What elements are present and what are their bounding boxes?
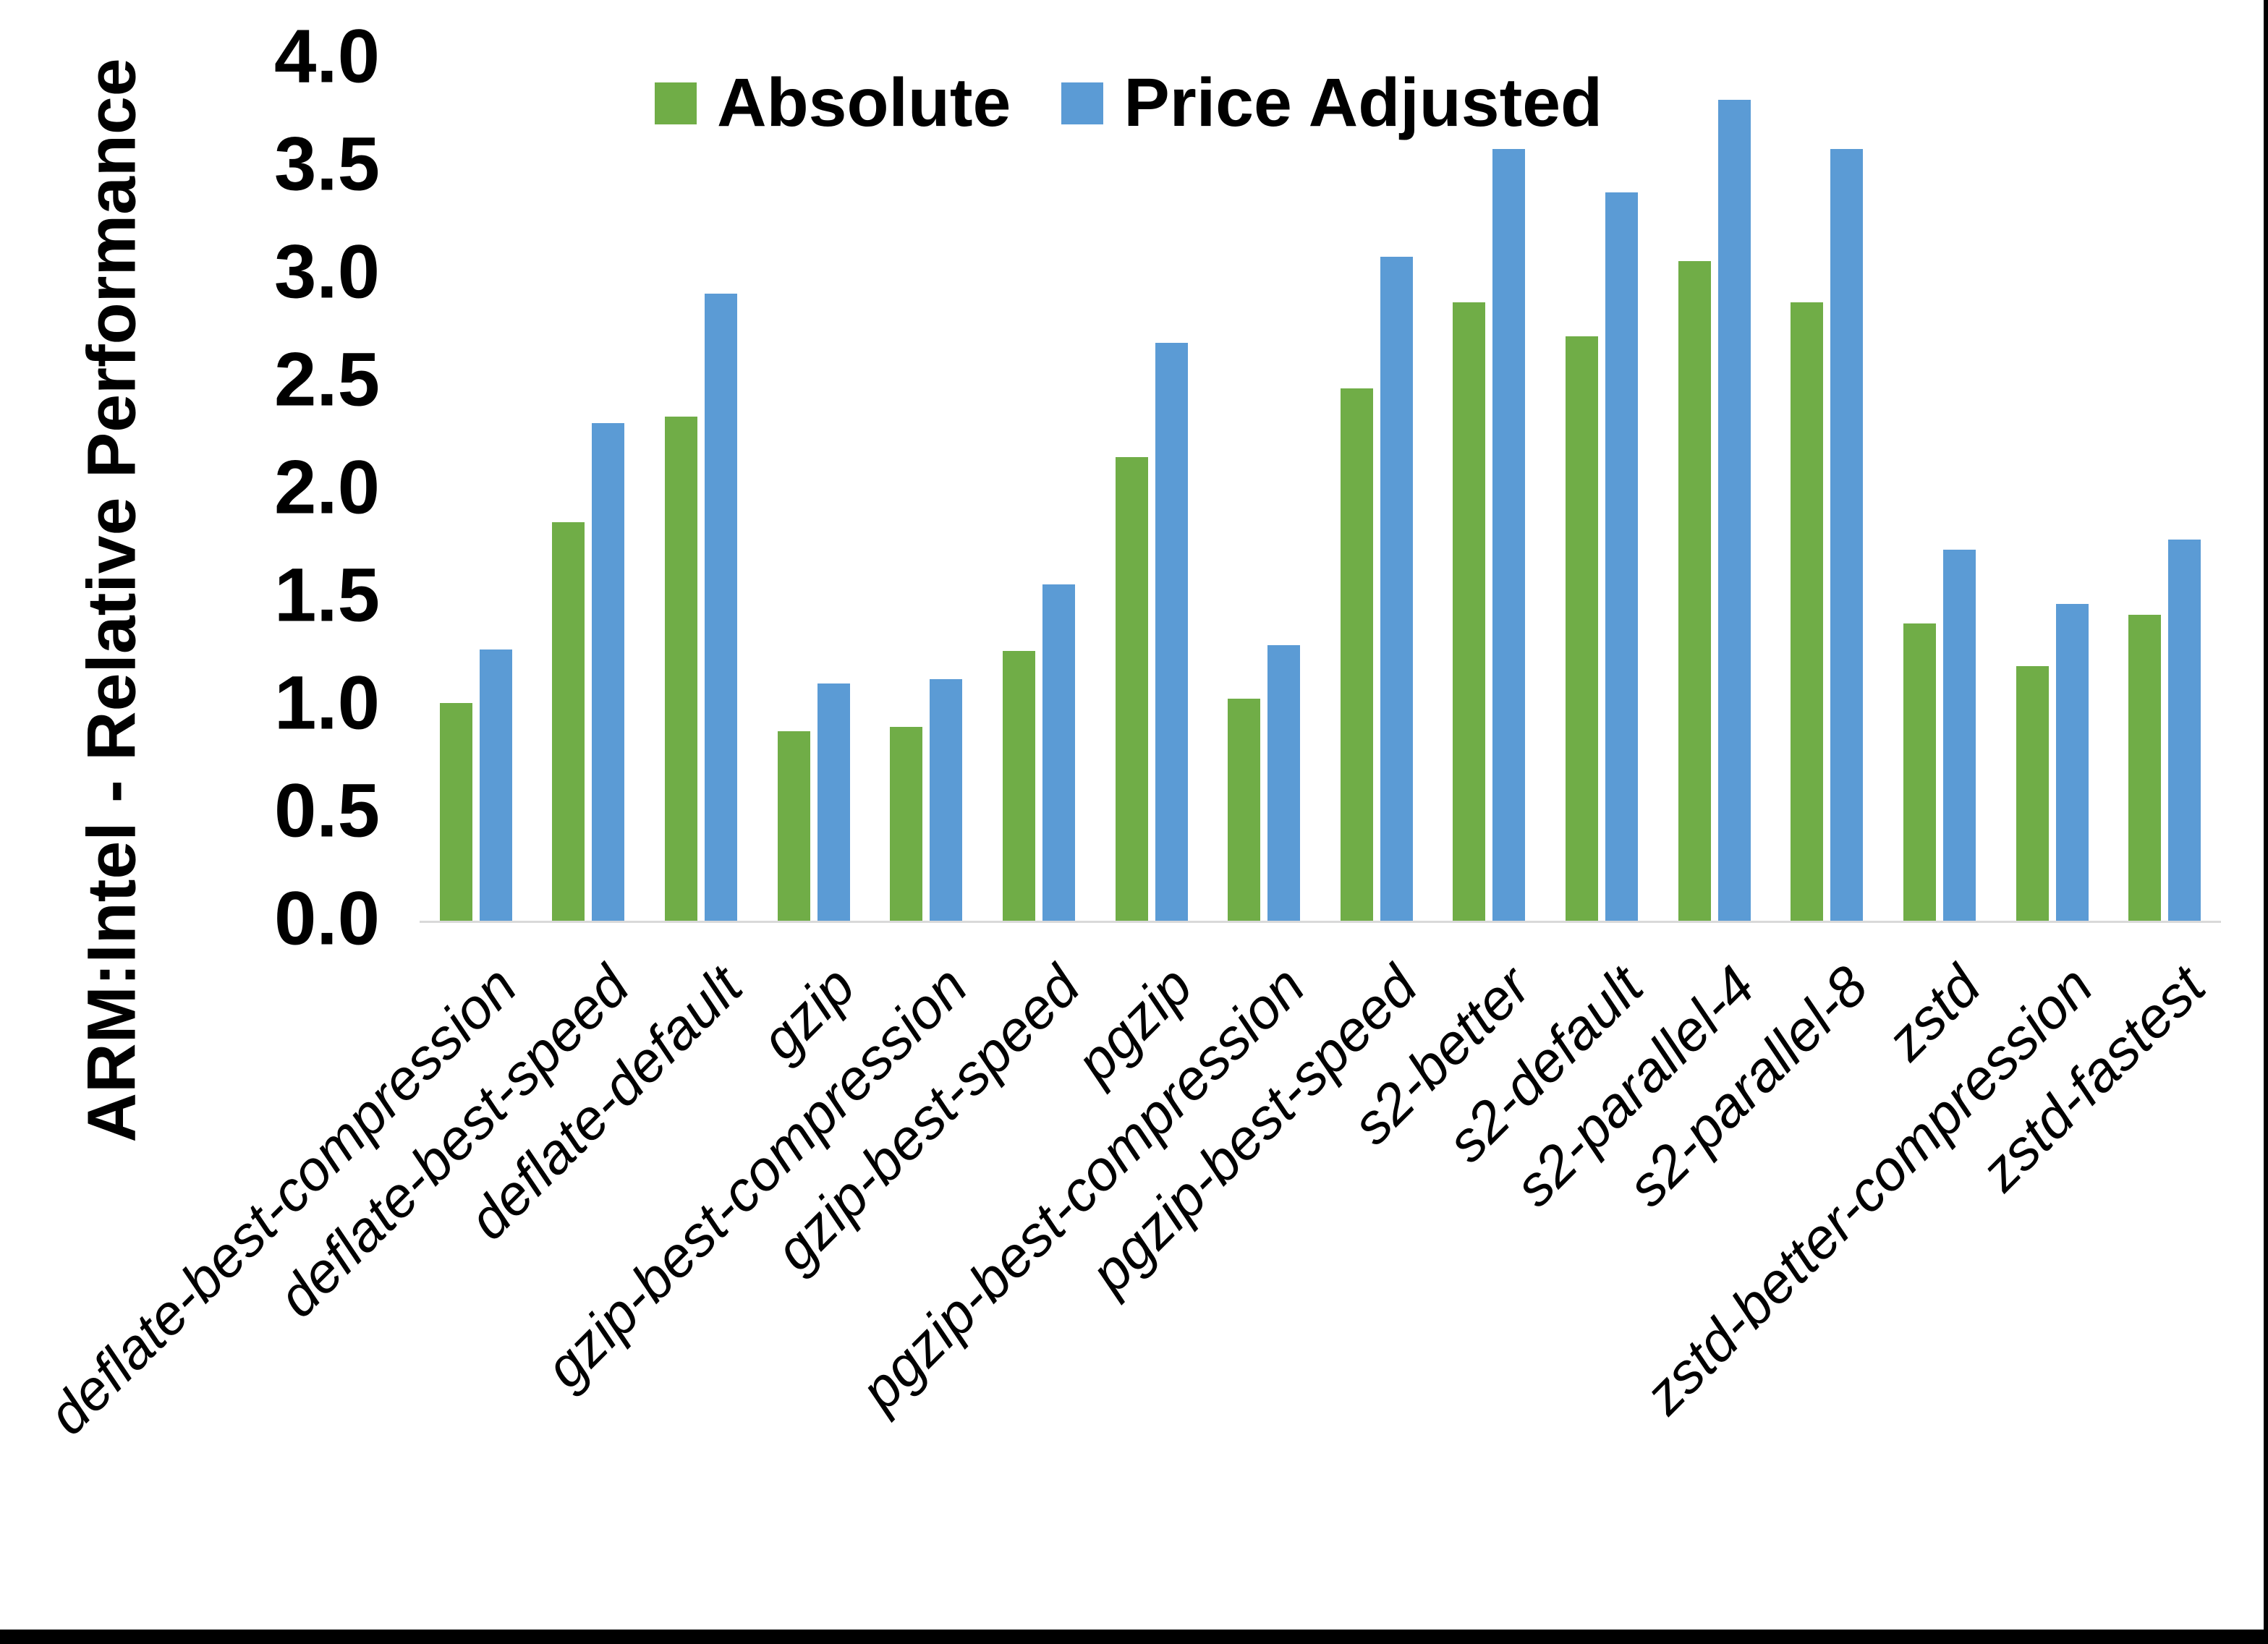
y-tick-label: 0.0 bbox=[274, 876, 380, 961]
legend: Absolute Price Adjusted bbox=[655, 64, 1602, 142]
bar-price-adjusted bbox=[1943, 550, 1976, 921]
bar-price-adjusted bbox=[1718, 100, 1751, 921]
legend-item-absolute: Absolute bbox=[655, 64, 1011, 142]
x-axis-line bbox=[420, 921, 2221, 923]
y-tick-label: 0.5 bbox=[274, 768, 380, 853]
bar-price-adjusted bbox=[1605, 192, 1638, 921]
legend-item-price-adjusted: Price Adjusted bbox=[1061, 64, 1602, 142]
bar-absolute bbox=[1341, 388, 1373, 921]
y-tick-label: 1.5 bbox=[274, 553, 380, 638]
bar-price-adjusted bbox=[2168, 540, 2201, 921]
bar-absolute bbox=[1453, 302, 1485, 921]
bar-price-adjusted bbox=[1042, 584, 1075, 921]
bar-price-adjusted bbox=[705, 294, 737, 921]
bar-absolute bbox=[440, 703, 472, 921]
bar-price-adjusted bbox=[1380, 257, 1413, 921]
y-tick-label: 2.5 bbox=[274, 337, 380, 422]
bar-absolute bbox=[2128, 615, 2161, 921]
y-tick-label: 4.0 bbox=[274, 14, 380, 99]
bar-absolute bbox=[2016, 666, 2049, 921]
legend-swatch-price-adjusted-icon bbox=[1061, 82, 1104, 124]
legend-label-price-adjusted: Price Adjusted bbox=[1124, 64, 1603, 141]
frame-bottom-border bbox=[0, 1630, 2268, 1644]
bar-absolute bbox=[1791, 302, 1823, 921]
bar-price-adjusted bbox=[2056, 604, 2089, 921]
bar-price-adjusted bbox=[480, 649, 512, 921]
legend-label-absolute: Absolute bbox=[717, 64, 1011, 141]
bar-price-adjusted bbox=[817, 683, 850, 921]
bar-absolute bbox=[1003, 651, 1035, 921]
y-tick-label: 3.0 bbox=[274, 229, 380, 315]
bar-absolute bbox=[552, 522, 585, 921]
bar-absolute bbox=[1116, 457, 1148, 921]
bar-price-adjusted bbox=[1267, 645, 1300, 921]
y-tick-label: 2.0 bbox=[274, 445, 380, 530]
bar-absolute bbox=[1678, 261, 1711, 921]
bar-absolute bbox=[1566, 336, 1598, 921]
y-tick-label: 3.5 bbox=[274, 122, 380, 207]
bar-price-adjusted bbox=[592, 423, 624, 921]
bar-price-adjusted bbox=[1155, 343, 1188, 921]
y-tick-label: 1.0 bbox=[274, 660, 380, 746]
bar-price-adjusted bbox=[1492, 149, 1525, 921]
frame-right-border bbox=[2264, 0, 2268, 1644]
bar-absolute bbox=[1903, 623, 1936, 921]
bar-price-adjusted bbox=[1830, 149, 1863, 921]
legend-swatch-absolute-icon bbox=[655, 82, 697, 124]
bar-absolute bbox=[665, 417, 697, 921]
bar-absolute bbox=[890, 727, 922, 921]
bar-absolute bbox=[1228, 699, 1260, 921]
bar-price-adjusted bbox=[930, 679, 962, 921]
bar-absolute bbox=[778, 731, 810, 921]
